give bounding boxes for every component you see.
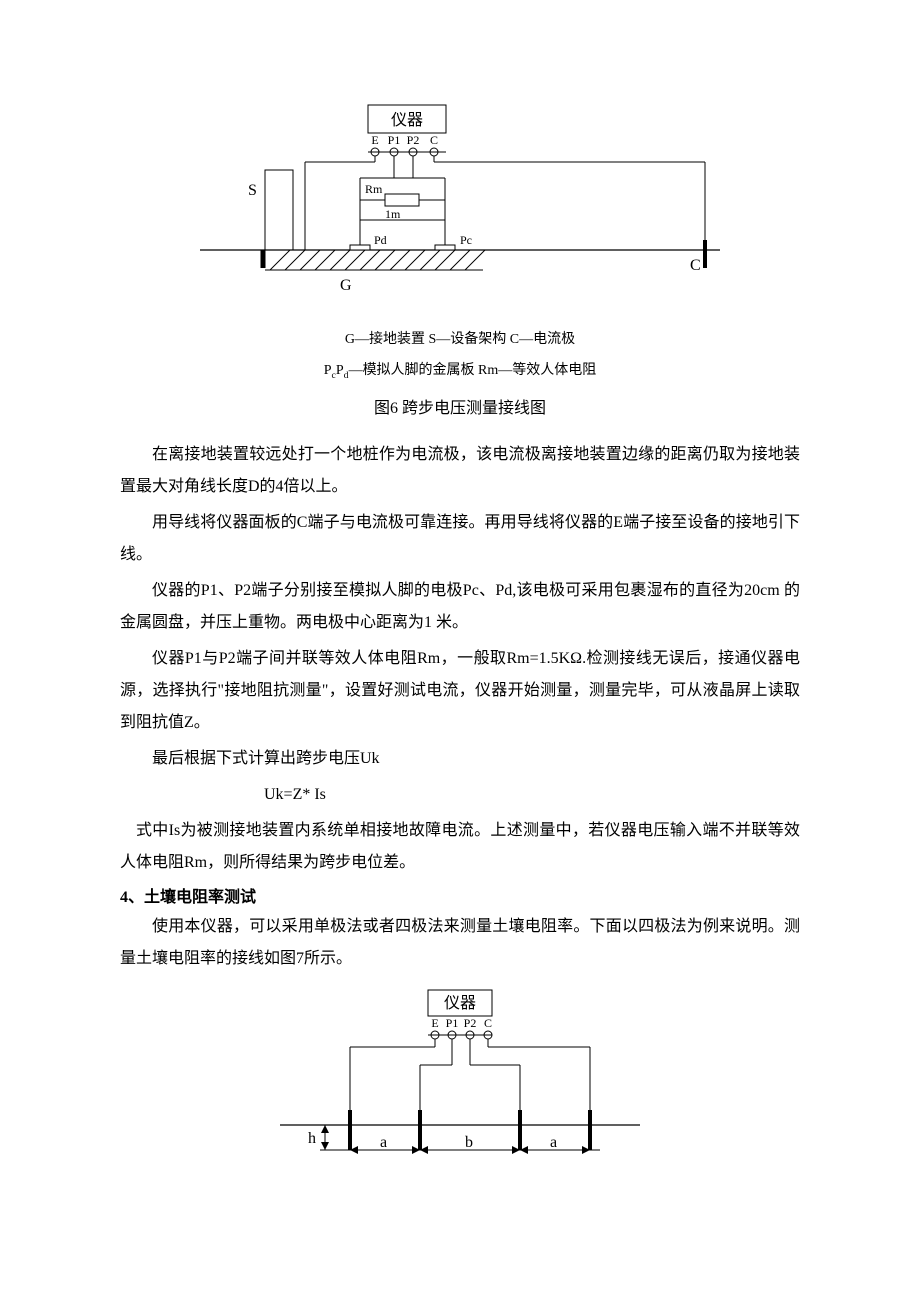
paragraph: 仪器的P1、P2端子分别接至模拟人脚的电极Pc、Pd,该电极可采用包裹湿布的直径…	[120, 575, 800, 639]
rm-box	[385, 194, 419, 206]
b-label: b	[465, 1134, 473, 1151]
terminal-C: C	[484, 1016, 492, 1030]
g-label: G	[340, 277, 352, 294]
h-arrow-up	[321, 1125, 329, 1133]
figure-7: 仪器 E P1 P2 C	[120, 985, 800, 1180]
terminal-P1: P1	[446, 1016, 459, 1030]
s-label: S	[248, 182, 257, 199]
legend-text: P	[324, 363, 332, 378]
pd-label: Pd	[374, 233, 387, 247]
pd-plate	[350, 245, 370, 250]
s-structure	[265, 170, 293, 250]
figure-6: 仪器 E P1 P2 C S	[120, 100, 800, 315]
instrument-label: 仪器	[444, 994, 476, 1012]
terminal-E: E	[431, 1016, 438, 1030]
h-arrow-down	[321, 1142, 329, 1150]
formula: Uk=Z* Is	[120, 779, 800, 811]
paragraph: 最后根据下式计算出跨步电压Uk	[120, 743, 800, 775]
terminal-P2: P2	[407, 133, 420, 147]
figure-6-legend-2: PcPd—模拟人脚的金属板 Rm—等效人体电阻	[120, 358, 800, 384]
terminal-C: C	[430, 133, 438, 147]
one-m-label: 1m	[385, 207, 401, 221]
terminal-P2: P2	[464, 1016, 477, 1030]
figure-7-svg: 仪器 E P1 P2 C	[260, 985, 660, 1175]
instrument-label: 仪器	[391, 111, 423, 129]
rm-label: Rm	[365, 182, 383, 196]
pc-plate	[435, 245, 455, 250]
document-page: 仪器 E P1 P2 C S	[0, 0, 920, 1252]
h-label: h	[308, 1130, 316, 1147]
paragraph: 式中Is为被测接地装置内系统单相接地故障电流。上述测量中，若仪器电压输入端不并联…	[120, 815, 800, 879]
figure-6-svg: 仪器 E P1 P2 C S	[200, 100, 720, 310]
ground-hatch	[265, 250, 485, 270]
figure-6-caption: 图6 跨步电压测量接线图	[120, 395, 800, 424]
paragraph: 在离接地装置较远处打一个地桩作为电流极，该电流极离接地装置边缘的距离仍取为接地装…	[120, 439, 800, 503]
terminal-E: E	[371, 133, 378, 147]
terminal-P1: P1	[388, 133, 401, 147]
paragraph: 仪器P1与P2端子间并联等效人体电阻Rm，一般取Rm=1.5KΩ.检测接线无误后…	[120, 643, 800, 739]
figure-6-legend-1: G—接地装置 S—设备架构 C—电流极	[120, 327, 800, 352]
a2-label: a	[550, 1134, 557, 1151]
paragraph: 使用本仪器，可以采用单极法或者四极法来测量土壤电阻率。下面以四极法为例来说明。测…	[120, 911, 800, 975]
legend-text: P	[336, 363, 344, 378]
legend-text: —模拟人脚的金属板 Rm—等效人体电阻	[349, 363, 597, 378]
pc-label: Pc	[460, 233, 472, 247]
section-4-heading: 4、土壤电阻率测试	[120, 883, 800, 907]
a1-label: a	[380, 1134, 387, 1151]
c-label: C	[690, 257, 701, 274]
paragraph: 用导线将仪器面板的C端子与电流极可靠连接。再用导线将仪器的E端子接至设备的接地引…	[120, 507, 800, 571]
